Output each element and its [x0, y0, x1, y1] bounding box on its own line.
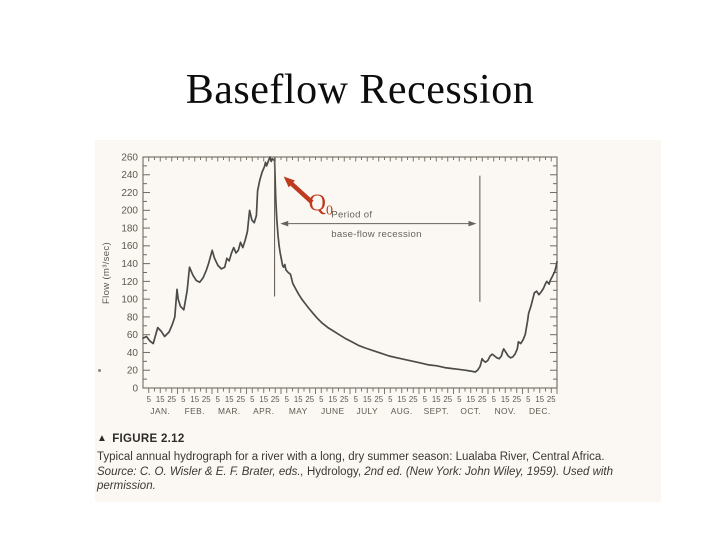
figure-caption-block: ▲ FIGURE 2.12 Typical annual hydrograph f… [97, 432, 649, 494]
figure-label-text: FIGURE 2.12 [112, 433, 185, 445]
period-label-line2: base-flow recession [331, 229, 421, 240]
q0-arrowhead-icon [283, 176, 295, 188]
month-label: DEC. [529, 406, 551, 416]
day-tick-label: 25 [547, 395, 556, 404]
day-tick-label: 5 [354, 395, 359, 404]
figure-source: Source: C. O. Wisler & E. F. Brater, eds… [97, 465, 649, 494]
source-suffix: 2nd ed. (New York: John Wiley, 1959). Us… [97, 465, 614, 493]
day-tick-label: 25 [202, 395, 211, 404]
y-tick-label: 260 [121, 152, 138, 163]
day-tick-label: 5 [250, 395, 255, 404]
day-tick-label: 25 [512, 395, 521, 404]
day-tick-label: 25 [443, 395, 452, 404]
y-tick-label: 140 [121, 259, 138, 270]
day-tick-label: 5 [388, 395, 393, 404]
y-tick-label: 20 [127, 366, 139, 377]
y-axis-title: Flow (m³/sec) [101, 242, 112, 304]
month-label: JUNE [321, 406, 344, 416]
day-tick-label: 25 [271, 395, 280, 404]
day-tick-label: 5 [526, 395, 531, 404]
day-tick-label: 25 [409, 395, 418, 404]
y-tick-label: 120 [121, 277, 138, 288]
q0-label: Q0 [309, 190, 333, 218]
arrowhead-left-icon [280, 220, 289, 227]
day-tick-label: 15 [501, 395, 510, 404]
month-label: NOV. [495, 406, 516, 416]
day-tick-label: 15 [259, 395, 268, 404]
day-tick-label: 5 [319, 395, 324, 404]
day-tick-label: 15 [294, 395, 303, 404]
y-tick-label: 80 [127, 312, 139, 323]
q0-arrow-shaft [287, 179, 314, 204]
day-tick-label: 15 [466, 395, 475, 404]
y-tick-label: 180 [121, 223, 138, 234]
figure-caption: Typical annual hydrograph for a river wi… [97, 450, 605, 463]
month-label: JAN. [150, 406, 170, 416]
y-tick-label: 220 [121, 188, 138, 199]
day-tick-label: 15 [328, 395, 337, 404]
day-tick-label: 5 [181, 395, 186, 404]
day-tick-label: 15 [397, 395, 406, 404]
month-label: MAR. [218, 406, 241, 416]
scan-speck [98, 369, 101, 372]
month-label: APR. [253, 406, 274, 416]
day-tick-label: 25 [374, 395, 383, 404]
y-tick-label: 200 [121, 206, 138, 217]
flow-curve [142, 156, 558, 373]
y-tick-label: 100 [121, 295, 138, 306]
month-label: JULY [357, 406, 378, 416]
y-tick-label: 60 [127, 330, 139, 341]
source-prefix: Source: C. O. Wisler & E. F. Brater, eds… [97, 465, 307, 478]
slide-title: Baseflow Recession [185, 67, 535, 113]
period-label-line1: Period of [331, 209, 372, 220]
month-label: FEB. [185, 406, 205, 416]
arrowhead-right-icon [468, 220, 477, 227]
day-tick-label: 15 [225, 395, 234, 404]
day-tick-label: 25 [340, 395, 349, 404]
day-tick-label: 5 [457, 395, 462, 404]
figure-label: ▲ FIGURE 2.12 [97, 432, 649, 447]
day-tick-label: 25 [236, 395, 245, 404]
day-tick-label: 15 [432, 395, 441, 404]
month-label: AUG. [391, 406, 413, 416]
y-tick-label: 40 [127, 348, 139, 359]
source-book-title: Hydrology, [306, 465, 365, 478]
y-tick-label: 240 [121, 170, 138, 181]
day-tick-label: 25 [305, 395, 314, 404]
day-tick-label: 15 [156, 395, 165, 404]
month-label: MAY [289, 406, 308, 416]
figure-marker-icon: ▲ [97, 433, 108, 444]
month-label: SEPT. [424, 406, 449, 416]
y-tick-label: 160 [121, 241, 138, 252]
day-tick-label: 5 [147, 395, 152, 404]
month-label: OCT. [460, 406, 481, 416]
day-tick-label: 15 [535, 395, 544, 404]
day-tick-label: 15 [190, 395, 199, 404]
day-tick-label: 25 [478, 395, 487, 404]
day-tick-label: 5 [423, 395, 428, 404]
figure-2-12: 0 20 40 60 80 100 120 140 160 180 200 220 240 260 5 15 2… [95, 140, 661, 502]
day-tick-label: 15 [363, 395, 372, 404]
day-tick-label: 25 [167, 395, 176, 404]
day-tick-label: 5 [216, 395, 221, 404]
y-tick-label: 0 [132, 383, 138, 394]
day-tick-label: 5 [285, 395, 290, 404]
day-tick-label: 5 [492, 395, 497, 404]
